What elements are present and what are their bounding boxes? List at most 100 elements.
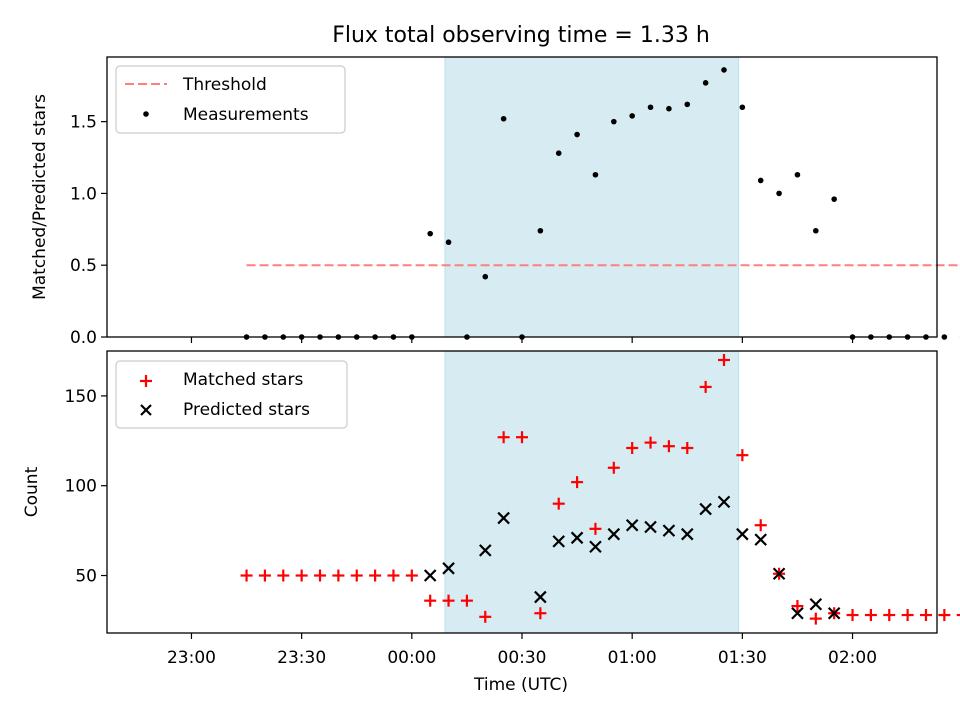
matched-star-point <box>387 569 400 582</box>
predicted-star-point <box>680 527 694 541</box>
bottom-shaded-region <box>444 350 740 634</box>
matched-star-point <box>644 436 657 449</box>
y-tick-label: 1.0 <box>70 184 97 204</box>
matched-star-point <box>424 594 437 607</box>
matched-star-point <box>258 569 271 582</box>
legend-predicted-swatch <box>140 404 152 416</box>
legend-threshold-label: Threshold <box>182 75 267 95</box>
matched-star-point <box>809 612 822 625</box>
matched-star-point <box>460 594 473 607</box>
predicted-stars-points <box>423 495 841 620</box>
matched-star-point <box>938 609 951 622</box>
y-tick-label: 0.0 <box>70 328 97 348</box>
legend-measurements-label: Measurements <box>183 105 309 125</box>
x-tick-label: 00:30 <box>498 648 547 668</box>
matched-star-point <box>240 569 253 582</box>
matched-star-point <box>901 609 914 622</box>
measurement-point <box>831 196 837 202</box>
measurement-point <box>684 101 691 108</box>
legend-matched-label: Matched stars <box>183 370 303 390</box>
measurement-point <box>739 104 746 111</box>
matched-star-point <box>956 613 960 617</box>
predicted-star-point <box>442 562 455 575</box>
measurement-point <box>629 113 635 119</box>
top-y-axis-label: Matched/Predicted stars <box>30 94 50 300</box>
predicted-star-point <box>791 606 804 620</box>
predicted-star-point <box>625 518 639 532</box>
matched-star-point <box>626 441 639 454</box>
matched-star-point <box>534 607 547 620</box>
predicted-star-point <box>827 606 841 620</box>
legend-predicted-label: Predicted stars <box>183 400 310 420</box>
matched-star-point <box>717 353 730 366</box>
bottom-axes-frame <box>106 350 938 634</box>
measurement-point <box>574 131 580 138</box>
y-tick-label: 150 <box>65 387 97 407</box>
predicted-star-point <box>772 567 786 581</box>
measurement-point <box>500 115 507 122</box>
matched-star-point <box>369 569 382 582</box>
matched-star-point <box>314 569 327 582</box>
predicted-star-point <box>607 527 621 541</box>
predicted-star-point <box>534 590 547 604</box>
y-tick-label: 1.5 <box>70 113 97 133</box>
bottom-x-ticks: 23:00 23:30 00:00 00:30 01:00 01:30 02:00 <box>167 633 877 668</box>
x-tick-label: 23:00 <box>167 648 216 668</box>
top-axes-frame <box>106 56 938 338</box>
matched-star-point <box>479 610 492 623</box>
matched-star-point <box>864 609 877 622</box>
measurement-point <box>813 227 819 234</box>
matched-star-point <box>405 569 418 582</box>
measurement-point <box>445 239 452 246</box>
legend-matched-swatch <box>140 375 152 387</box>
matched-star-point <box>589 522 602 535</box>
bottom-y-axis-label: Count <box>22 466 42 517</box>
y-tick-label: 0.5 <box>70 256 97 276</box>
top-panel: 0.0 0.5 1.0 1.5 Matched/Predicted stars Thr… <box>30 56 960 348</box>
measurement-point <box>794 171 801 178</box>
matched-star-point <box>516 431 528 444</box>
x-tick-label: 01:00 <box>608 648 657 668</box>
top-shaded-region <box>444 56 740 338</box>
predicted-star-point <box>717 495 731 509</box>
predicted-star-point <box>662 524 676 537</box>
measurement-point <box>592 171 599 178</box>
matched-star-point <box>552 497 565 510</box>
measurement-point <box>647 104 654 111</box>
predicted-star-point <box>570 531 584 545</box>
matched-star-point <box>607 461 620 474</box>
measurement-point <box>555 150 562 157</box>
predicted-star-point <box>497 511 510 525</box>
x-tick-label: 01:30 <box>718 648 767 668</box>
matched-star-point <box>277 569 290 582</box>
x-axis-label: Time (UTC) <box>473 675 568 695</box>
predicted-star-point <box>754 533 767 546</box>
predicted-star-point <box>478 544 492 557</box>
matched-star-point <box>883 609 896 622</box>
predicted-star-point <box>423 569 437 582</box>
measurement-point <box>776 190 782 197</box>
matched-star-point <box>332 569 345 582</box>
predicted-star-point <box>644 520 657 534</box>
predicted-star-point <box>552 535 566 548</box>
top-x-ticks <box>190 337 854 343</box>
matched-star-point <box>295 569 308 582</box>
predicted-star-point <box>809 597 823 611</box>
matched-star-point <box>497 431 510 444</box>
x-tick-label: 00:00 <box>387 648 436 668</box>
measurement-point <box>721 67 727 73</box>
measurement-point <box>611 118 617 125</box>
measurement-point <box>537 227 544 234</box>
matched-star-point <box>699 380 712 393</box>
matched-star-point <box>571 476 584 489</box>
top-legend: Threshold Measurements <box>115 65 346 134</box>
x-tick-label: 02:00 <box>828 648 877 668</box>
y-tick-label: 50 <box>75 567 97 587</box>
measurement-point <box>757 177 764 184</box>
predicted-star-point <box>736 527 749 541</box>
legend-measurements-swatch <box>143 111 149 117</box>
matched-star-point <box>662 440 675 453</box>
measurement-point <box>702 80 709 86</box>
matched-star-point <box>736 449 749 462</box>
